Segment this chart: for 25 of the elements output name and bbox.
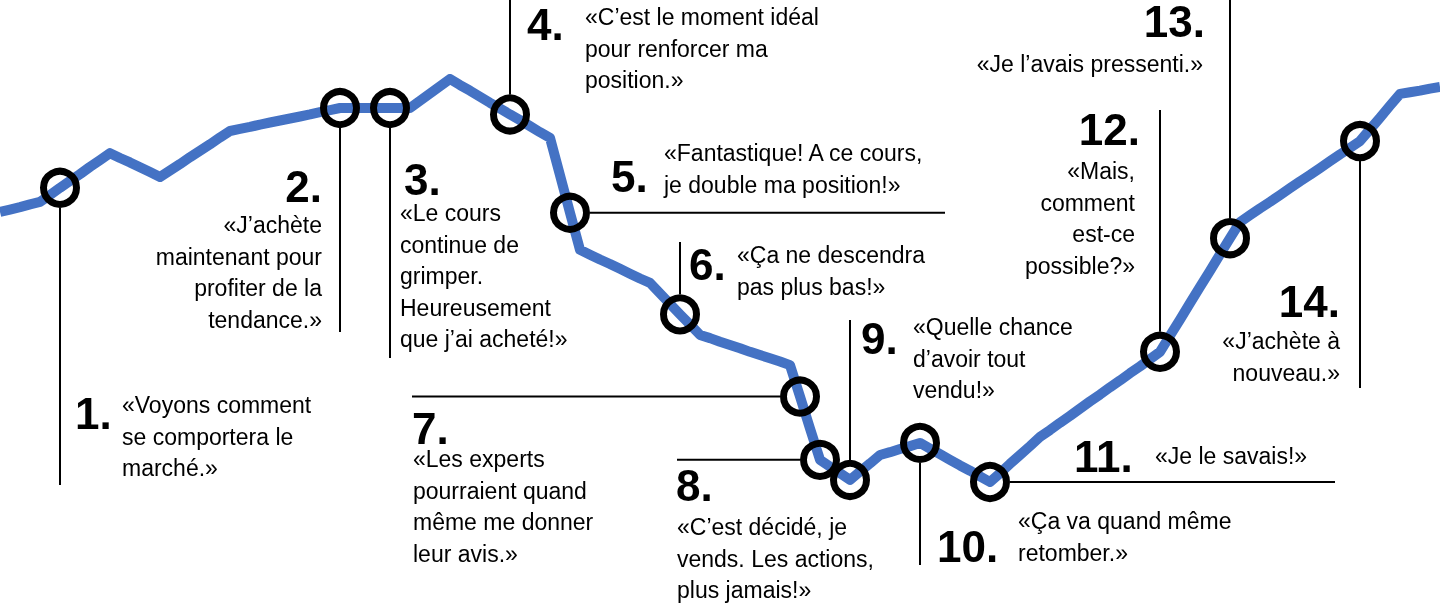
text: «C’est décidé, je vends. Les actions, plus jamais!» — [677, 513, 874, 605]
annotation: «J’achète à nouveau.» — [1222, 327, 1340, 388]
annotation: 11. — [1074, 432, 1133, 481]
annotation: «Fantastique! A ce cours, je double ma position!» — [664, 139, 923, 200]
annotation: «Voyons comment se comportera le marché.» — [122, 391, 312, 483]
annotation: «C’est le moment idéal pour renforcer ma position.» — [585, 3, 819, 95]
annotation: «Mais, comment est-ce possible?» — [1025, 157, 1135, 281]
text: «Je l’avais pressenti.» — [976, 50, 1203, 79]
annotation: 12. — [1078, 105, 1140, 154]
annotation: «Ça ne descendra pas plus bas!» — [737, 241, 925, 302]
annotation: 14. — [1278, 277, 1340, 326]
annotation: «J’achète maintenant pour profiter de la tendance.» — [155, 211, 322, 335]
text: 4. — [527, 0, 564, 49]
annotation: 6. — [689, 240, 726, 289]
annotation: 8. — [676, 461, 713, 510]
annotation: «Je le savais!» — [1155, 442, 1308, 471]
text: 13. — [1143, 0, 1205, 46]
annotation: «Les experts pourraient quand même me donner leur avis.» — [413, 445, 594, 569]
annotation: 5. — [611, 152, 648, 201]
text: «Ça va quand même retomber.» — [1018, 507, 1232, 568]
annotation: 2. — [285, 162, 322, 211]
annotation: 1. — [75, 389, 112, 438]
text: 10. — [937, 522, 999, 571]
annotation: «Quelle chance d’avoir tout vendu!» — [913, 313, 1073, 405]
annotation: 9. — [861, 314, 898, 363]
